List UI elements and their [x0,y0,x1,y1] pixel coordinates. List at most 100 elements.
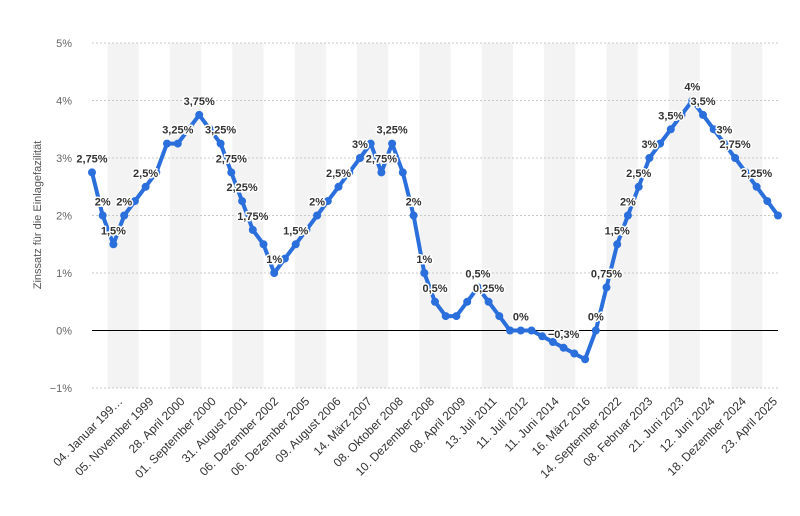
data-point [377,168,386,177]
data-label: 3% [352,139,368,151]
data-point [677,110,686,119]
data-label: 3% [716,125,732,137]
data-point [98,211,107,220]
data-label: 1,5% [283,225,308,237]
data-point [205,125,214,134]
data-label: 0,5% [465,268,490,280]
data-point [227,168,236,177]
data-point [656,139,665,148]
data-labels: 2,75% 2% 1,5% 2% 2,5% 3,25% 3,75% 3,25% 2,75% 2,2… [75,80,774,342]
data-point [741,168,750,177]
data-point [409,211,418,220]
data-point [720,139,729,148]
data-point [441,312,450,321]
data-label: 2,5% [326,168,351,180]
data-point [484,297,493,306]
data-point [345,168,354,177]
data-point [452,312,461,321]
data-label: 2% [620,197,636,209]
data-point [388,139,397,148]
data-point [109,240,118,249]
data-point [548,338,557,346]
y-tick-label: −1% [50,383,73,395]
data-point [463,297,472,306]
data-point [270,269,279,277]
data-label: 1% [416,254,432,266]
data-point [323,197,332,206]
data-point [173,139,182,148]
y-tick-label: 5% [56,38,72,50]
data-point [538,332,547,341]
data-point [774,211,782,220]
data-label: 0,5% [422,283,447,295]
data-label: 3,5% [690,96,715,108]
data-point [591,326,600,335]
data-point [559,343,568,352]
data-point [356,154,364,162]
data-label: 2% [116,197,132,209]
data-point [688,96,697,105]
data-point [291,240,300,249]
data-label: 3% [641,139,657,151]
data-point [88,168,96,177]
y-axis-label: Zinssatz für die Einlagefazilität [32,141,44,290]
data-point [366,139,375,148]
data-label: 1% [266,254,282,266]
data-point [259,240,268,249]
y-tick-label: 3% [56,153,72,165]
data-label: 1,5% [101,225,126,237]
data-point [152,168,161,177]
data-point [473,283,482,292]
data-label: 2,25% [741,168,772,180]
data-point [313,211,322,220]
data-point [506,326,514,335]
data-label: 2% [309,197,325,209]
data-point [398,168,407,177]
data-label: −0,3% [548,329,580,341]
data-point [645,154,654,162]
data-label: 2,5% [133,168,158,180]
data-point [699,110,707,119]
data-label: 1,5% [605,225,630,237]
data-point [763,197,772,206]
data-point [163,139,171,148]
data-label: 0,25% [473,283,504,295]
data-label: 2% [406,197,422,209]
data-label: 2,75% [216,153,247,165]
data-point [709,125,718,134]
data-label: 3,75% [184,96,215,108]
data-point [581,355,590,364]
data-label: 0,75% [591,268,622,280]
y-tick-label: 2% [56,211,72,223]
data-point [141,182,150,191]
data-point [195,110,204,119]
data-label: 1,75% [237,211,268,223]
data-point [752,182,761,191]
data-label: 0% [588,312,604,324]
data-point [527,326,536,335]
y-tick-label: 4% [56,96,72,108]
data-points [88,96,782,364]
data-point [238,197,247,206]
data-point [623,211,632,220]
data-label: 0% [513,312,529,324]
data-point [248,225,257,234]
data-point [516,326,525,335]
data-label: 3,25% [162,125,193,137]
data-label: 2,5% [626,168,651,180]
data-label: 2,25% [226,182,257,194]
data-label: 2,75% [719,139,750,151]
data-point [634,182,643,191]
data-point [184,125,193,134]
data-label: 3,25% [376,125,407,137]
data-point [302,225,311,234]
data-point [420,269,429,277]
gridlines [92,42,778,389]
data-point [120,211,129,220]
data-point [613,240,622,249]
data-label: 2% [95,197,111,209]
data-point [570,349,579,358]
data-point [216,139,225,148]
y-tick-label: 0% [56,326,72,338]
